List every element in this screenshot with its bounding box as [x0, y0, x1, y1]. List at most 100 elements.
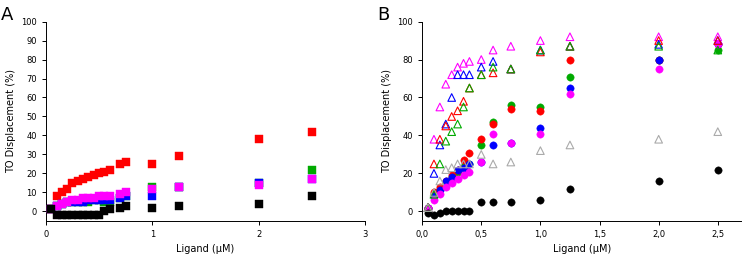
Point [452, 65, 464, 69]
Point [475, 152, 487, 157]
Point [77, 196, 89, 200]
Point [446, 175, 458, 179]
Point [252, 183, 264, 187]
Point [434, 185, 446, 189]
Point [463, 151, 475, 155]
Point [428, 198, 440, 202]
Point [99, 194, 111, 198]
Point [252, 181, 264, 185]
Point [564, 86, 576, 90]
Point [252, 137, 264, 141]
Point [653, 57, 665, 62]
Point [61, 186, 73, 191]
Point [534, 109, 546, 113]
Point [306, 129, 318, 134]
Point [475, 73, 487, 77]
Point [475, 200, 487, 204]
Point [422, 205, 434, 210]
Point [428, 190, 440, 194]
Point [99, 170, 111, 174]
Point [452, 162, 464, 166]
Point [61, 200, 73, 204]
Point [46, 207, 58, 212]
Point [505, 160, 517, 164]
Point [440, 167, 452, 172]
Point [475, 143, 487, 147]
Point [458, 73, 470, 77]
Point [440, 179, 452, 183]
Point [428, 192, 440, 196]
Point [146, 162, 158, 166]
Point [446, 209, 458, 213]
Point [475, 160, 487, 164]
Point [46, 207, 58, 212]
Point [534, 132, 546, 136]
Point [534, 148, 546, 153]
Point [712, 38, 724, 43]
Point [505, 141, 517, 145]
Point [306, 177, 318, 181]
Point [440, 209, 452, 213]
Point [93, 213, 105, 217]
Point [56, 202, 68, 206]
X-axis label: Ligand (μM): Ligand (μM) [553, 244, 611, 255]
Point [564, 35, 576, 39]
Point [72, 198, 84, 202]
Point [505, 44, 517, 48]
Point [712, 42, 724, 47]
Point [252, 202, 264, 206]
Point [475, 65, 487, 69]
Point [77, 200, 89, 204]
Point [712, 42, 724, 47]
Point [252, 181, 264, 185]
Point [505, 67, 517, 71]
X-axis label: Ligand (μM): Ligand (μM) [176, 244, 235, 255]
Point [564, 92, 576, 96]
Point [46, 207, 58, 212]
Point [440, 124, 452, 128]
Point [82, 175, 94, 179]
Point [104, 198, 116, 202]
Point [66, 200, 78, 204]
Point [712, 35, 724, 39]
Point [534, 105, 546, 109]
Point [434, 188, 446, 193]
Point [99, 209, 111, 213]
Point [93, 194, 105, 198]
Point [452, 122, 464, 126]
Point [452, 109, 464, 113]
Point [487, 48, 499, 52]
Point [422, 205, 434, 210]
Point [534, 48, 546, 52]
Point [422, 211, 434, 215]
Point [66, 198, 78, 202]
Point [505, 67, 517, 71]
Point [82, 213, 94, 217]
Point [56, 213, 68, 217]
Point [82, 200, 94, 204]
Point [463, 162, 475, 166]
Point [61, 200, 73, 204]
Point [51, 194, 63, 198]
Point [505, 141, 517, 145]
Point [428, 194, 440, 198]
Point [146, 205, 158, 210]
Point [446, 173, 458, 177]
Point [173, 185, 185, 189]
Point [564, 143, 576, 147]
Point [463, 59, 475, 63]
Point [458, 166, 470, 170]
Point [66, 213, 78, 217]
Point [306, 194, 318, 198]
Point [446, 166, 458, 170]
Point [475, 160, 487, 164]
Point [564, 57, 576, 62]
Point [487, 122, 499, 126]
Point [564, 186, 576, 191]
Point [66, 181, 78, 185]
Point [61, 213, 73, 217]
Point [564, 44, 576, 48]
Point [434, 162, 446, 166]
Point [463, 73, 475, 77]
Point [653, 35, 665, 39]
